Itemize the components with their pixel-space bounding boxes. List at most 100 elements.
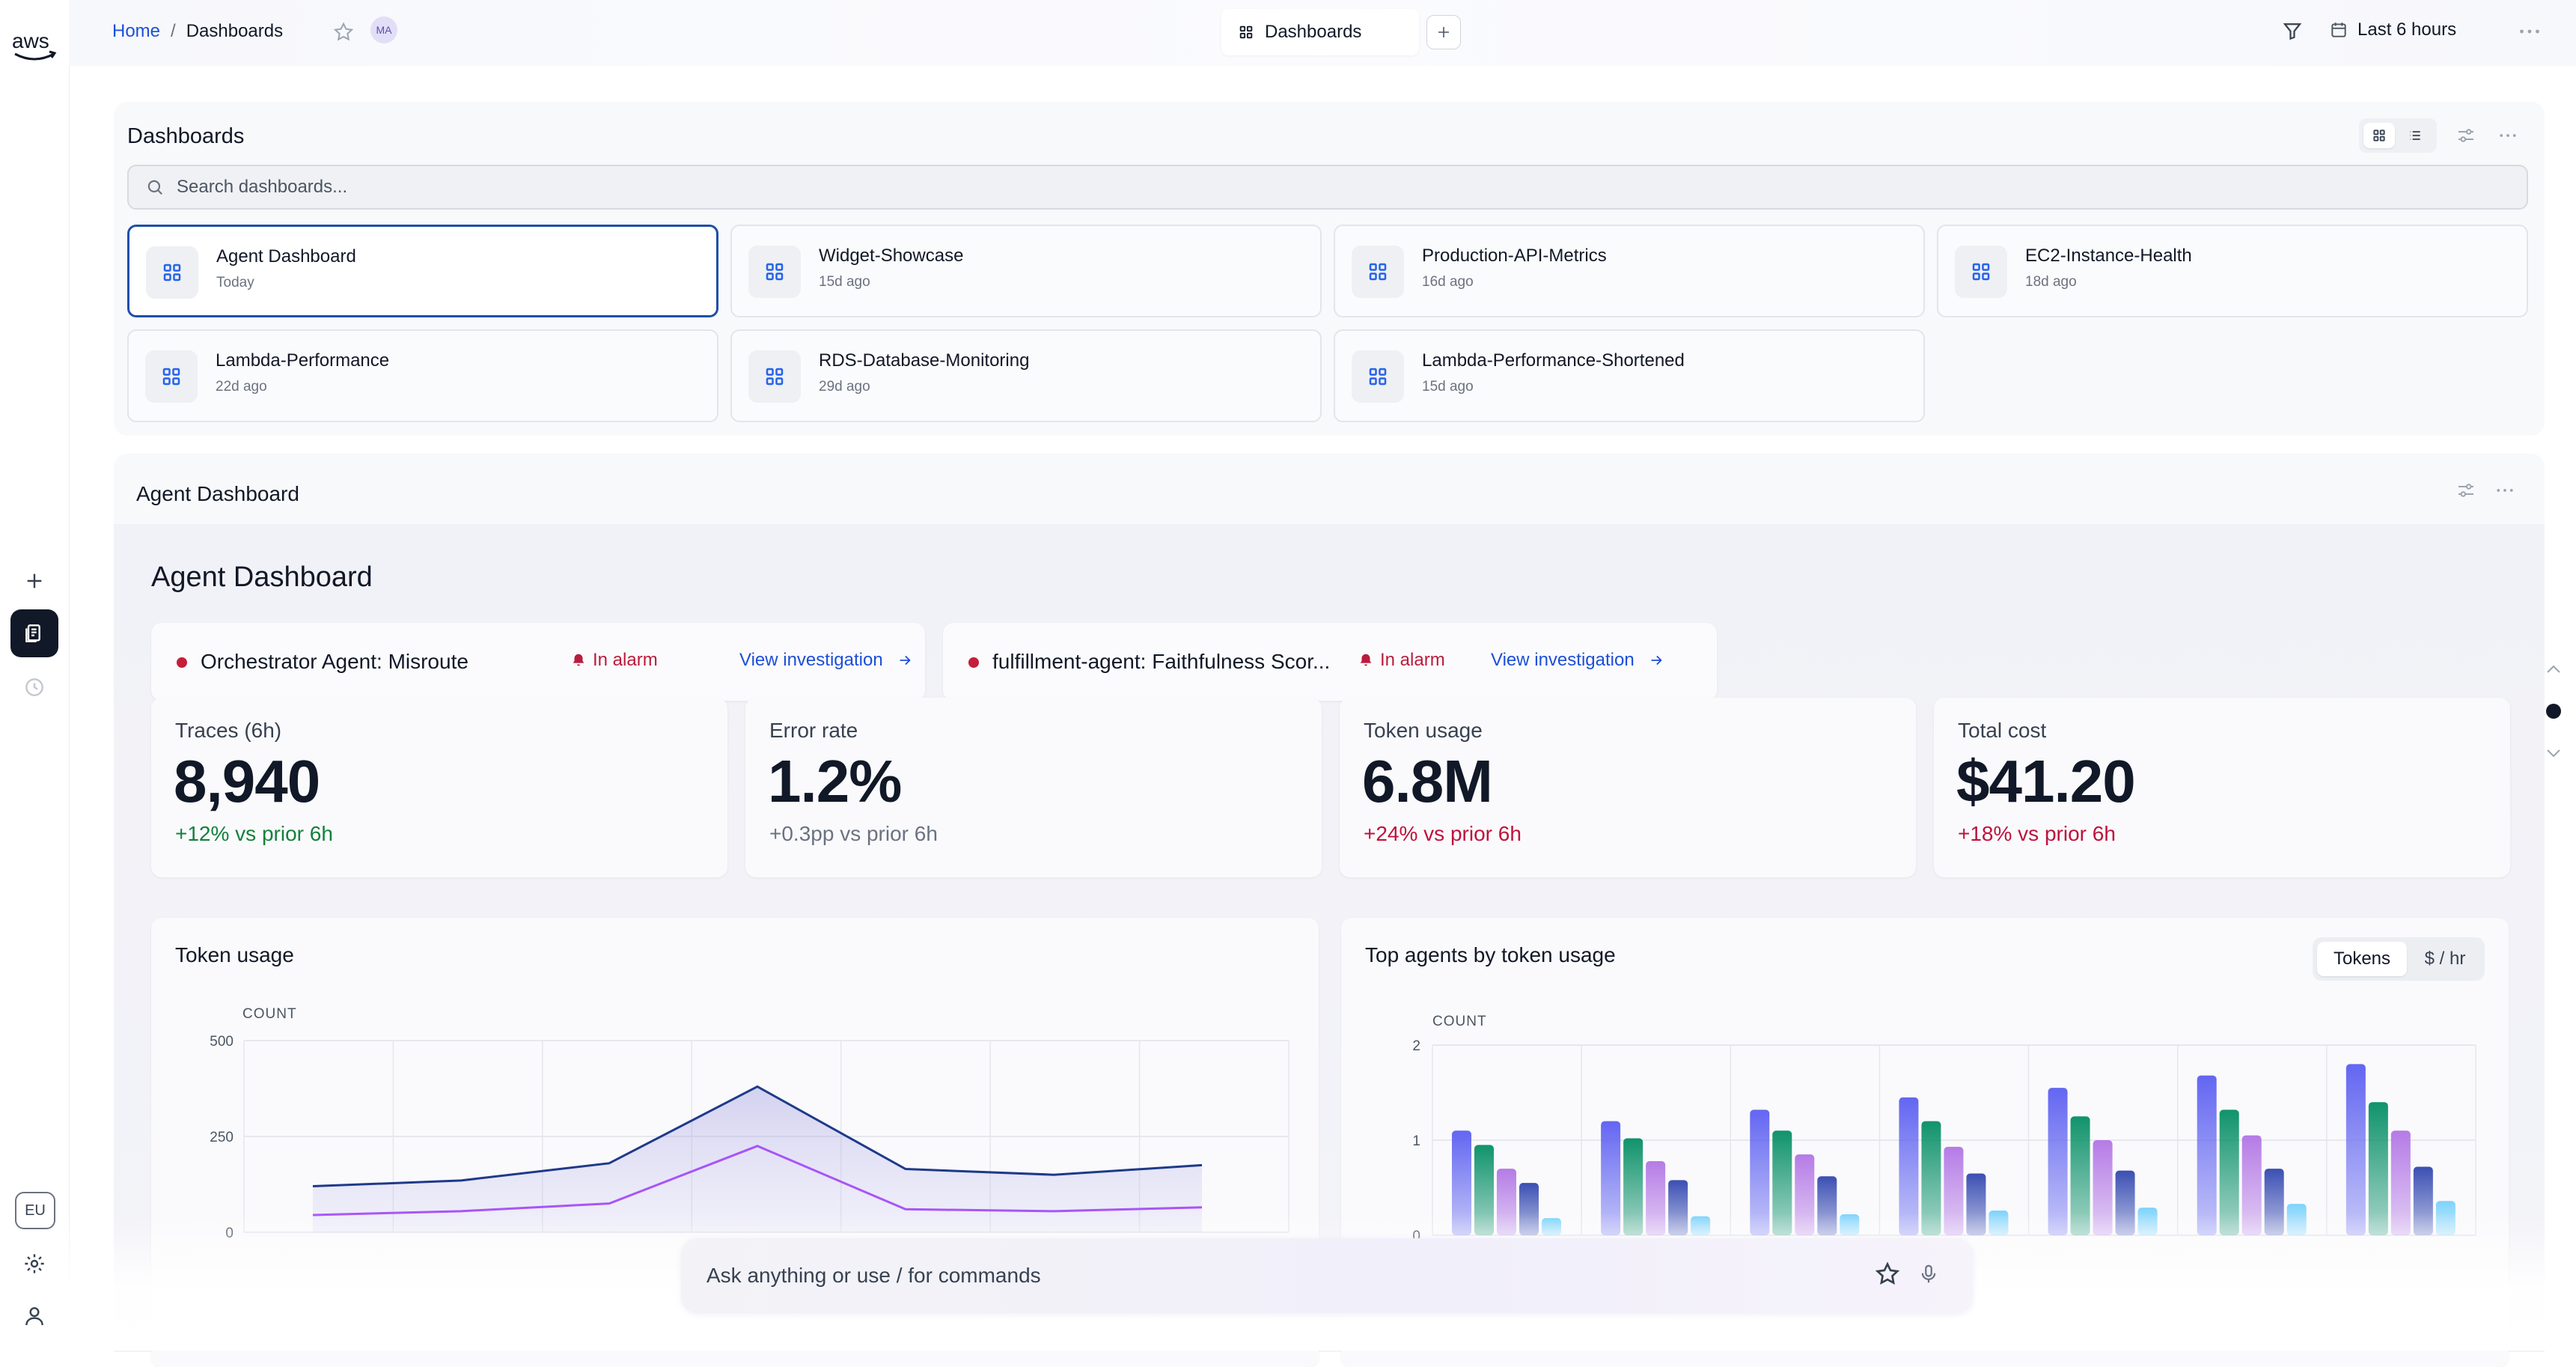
kpi-delta: +18% vs prior 6h <box>1958 822 2116 846</box>
alarm-status-dot <box>968 657 979 668</box>
list-view-button[interactable] <box>2399 123 2431 148</box>
bar <box>2346 1064 2366 1235</box>
y-axis-label: COUNT <box>242 1006 297 1022</box>
more-options-icon[interactable] <box>2516 18 2543 45</box>
time-range-label: Last 6 hours <box>2357 19 2456 40</box>
agent-panel-settings-icon[interactable] <box>2455 479 2477 502</box>
user-avatar[interactable]: MA <box>370 16 397 43</box>
dashboard-card[interactable]: Lambda-Performance-Shortened 15d ago <box>1334 329 1925 422</box>
calendar-icon <box>2329 20 2348 40</box>
assistant-prompt-bar[interactable]: Ask anything or use / for commands <box>681 1238 1973 1313</box>
arrow-right-icon <box>1648 652 1664 669</box>
kpi-value: 6.8M <box>1362 747 1492 816</box>
dashboard-grid-icon <box>1352 246 1404 298</box>
dashboard-card[interactable]: Lambda-Performance 22d ago <box>127 329 718 422</box>
dashboard-card-age: 18d ago <box>2025 274 2077 290</box>
breadcrumb: Home / Dashboards <box>112 21 283 42</box>
dashboard-card[interactable]: Widget-Showcase 15d ago <box>730 225 1322 317</box>
dashboard-card-name: EC2-Instance-Health <box>2025 246 2192 267</box>
dashboard-card[interactable]: RDS-Database-Monitoring 29d ago <box>730 329 1322 422</box>
y-tick-label: 2 <box>1412 1038 1420 1054</box>
agent-dashboard-title: Agent Dashboard <box>151 561 373 594</box>
alarm-card: Orchestrator Agent: Misroute In alarm Vi… <box>151 623 925 701</box>
dashboard-card-age: 15d ago <box>1422 379 1474 395</box>
view-investigation-link[interactable]: View investigation <box>1491 650 1664 671</box>
y-tick-label: 1 <box>1412 1133 1420 1149</box>
dashboard-card-age: Today <box>216 275 254 291</box>
filter-icon[interactable] <box>2281 19 2304 42</box>
microphone-icon[interactable] <box>1917 1262 1940 1286</box>
settings-gear-icon[interactable] <box>10 1240 58 1288</box>
view-investigation-label: View investigation <box>1491 650 1635 671</box>
bar <box>2197 1076 2217 1235</box>
kpi-label: Error rate <box>769 719 858 743</box>
agent-panel-more-icon[interactable] <box>2494 479 2516 502</box>
alarm-card: fulfillment-agent: Faithfulness Scor... … <box>943 623 1717 701</box>
dashboard-card-name: Agent Dashboard <box>216 246 356 267</box>
dashboard-grid-icon <box>1352 350 1404 403</box>
list-icon <box>2408 128 2423 143</box>
alarm-status-dot <box>177 657 187 668</box>
tab-dashboards[interactable]: Dashboards <box>1221 9 1419 55</box>
dashboard-grid-icon <box>146 246 198 299</box>
panel-settings-sliders-icon[interactable] <box>2455 124 2477 147</box>
section-nav-control[interactable] <box>2540 659 2567 764</box>
search-input[interactable] <box>175 176 2423 198</box>
favorite-star-icon[interactable] <box>332 21 355 43</box>
dashboard-card-age: 15d ago <box>819 274 870 290</box>
dashboard-grid-icon <box>145 350 198 403</box>
kpi-value: 8,940 <box>174 747 320 816</box>
dashboards-panel: Dashboards Agent Dashboard Today Widget-Sh… <box>114 102 2545 436</box>
grid-view-button[interactable] <box>2363 123 2395 148</box>
dashboard-card[interactable]: Agent Dashboard Today <box>127 225 718 317</box>
plus-icon <box>1435 23 1453 41</box>
dashboard-card[interactable]: EC2-Instance-Health 18d ago <box>1937 225 2528 317</box>
aws-logo[interactable]: aws <box>10 27 58 64</box>
kpi-card: Error rate 1.2% +0.3pp vs prior 6h <box>745 698 1322 877</box>
dashboard-card-name: Lambda-Performance <box>216 350 389 371</box>
view-investigation-link[interactable]: View investigation <box>739 650 913 671</box>
grid-icon <box>1238 24 1254 40</box>
arrow-right-icon <box>897 652 913 669</box>
time-range-picker[interactable]: Last 6 hours <box>2329 19 2456 40</box>
new-plus-icon[interactable] <box>10 557 58 605</box>
dashboard-card-age: 29d ago <box>819 379 870 395</box>
y-axis-label: COUNT <box>1432 1014 1487 1029</box>
bell-icon <box>570 652 587 669</box>
dashboard-card-age: 16d ago <box>1422 274 1474 290</box>
view-toggle <box>2359 118 2437 153</box>
dashboard-search <box>127 165 2528 210</box>
breadcrumb-home-link[interactable]: Home <box>112 21 160 42</box>
search-icon <box>145 177 165 197</box>
dashboard-grid-icon <box>1955 246 2007 298</box>
panel-more-icon[interactable] <box>2497 124 2519 147</box>
kpi-delta: +0.3pp vs prior 6h <box>769 822 938 846</box>
alarm-status: In alarm <box>1380 650 1445 671</box>
star-icon[interactable] <box>1874 1261 1901 1288</box>
dashboard-card-name: Production-API-Metrics <box>1422 246 1607 267</box>
left-rail: aws EU <box>0 0 70 1351</box>
dashboard-card[interactable]: Production-API-Metrics 16d ago <box>1334 225 1925 317</box>
view-investigation-label: View investigation <box>739 650 883 671</box>
kpi-card: Total cost $41.20 +18% vs prior 6h <box>1934 698 2510 877</box>
user-icon[interactable] <box>10 1292 58 1340</box>
alarm-status: In alarm <box>593 650 658 671</box>
dashboards-rail-icon[interactable] <box>10 609 58 657</box>
kpi-value: $41.20 <box>1956 747 2135 816</box>
dashboard-card-age: 22d ago <box>216 379 267 395</box>
alarm-badge: In alarm <box>570 650 658 671</box>
section-indicator-dot <box>2546 704 2561 719</box>
history-clock-icon[interactable] <box>10 663 58 711</box>
region-selector[interactable]: EU <box>15 1192 55 1229</box>
add-tab-button[interactable] <box>1426 15 1461 49</box>
grid-icon <box>2372 128 2387 143</box>
y-tick-label: 500 <box>210 1034 234 1050</box>
scroll-up-chevron-icon <box>2548 666 2560 672</box>
scroll-down-chevron-icon <box>2548 750 2560 756</box>
kpi-label: Token usage <box>1364 719 1483 743</box>
kpi-card: Token usage 6.8M +24% vs prior 6h <box>1340 698 1916 877</box>
breadcrumb-separator: / <box>171 21 176 42</box>
alarm-badge: In alarm <box>1358 650 1445 671</box>
agent-panel-header: Agent Dashboard <box>136 482 299 506</box>
assistant-prompt-placeholder[interactable]: Ask anything or use / for commands <box>706 1264 1041 1288</box>
